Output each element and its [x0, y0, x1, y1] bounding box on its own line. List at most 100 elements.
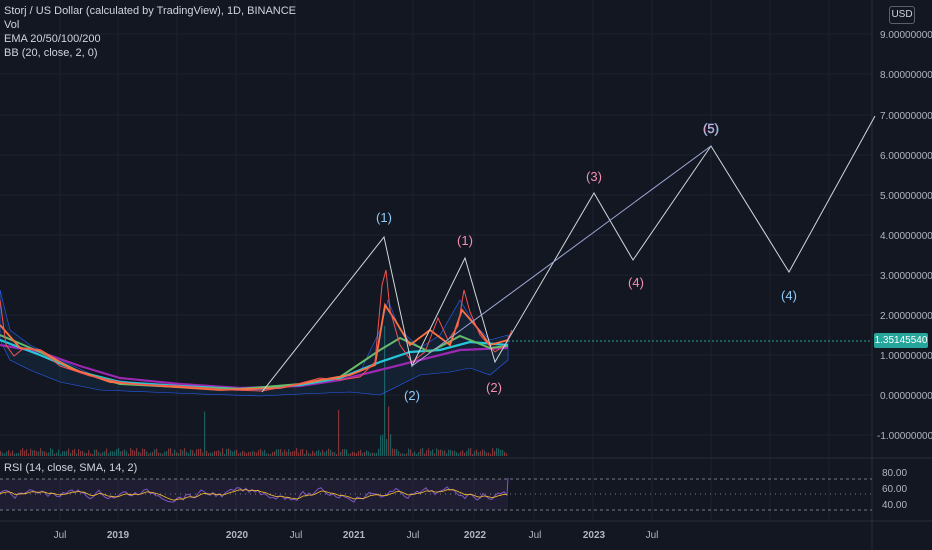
volume-bar — [186, 451, 188, 456]
time-axis-label: 2022 — [464, 530, 487, 541]
volume-bar — [28, 453, 30, 456]
wave-label-1-blue[interactable]: (1) — [376, 210, 392, 225]
volume-bar — [172, 453, 174, 456]
current-price-tag: 1.35145540 — [874, 333, 928, 348]
volume-bar — [158, 452, 160, 456]
volume-bar — [94, 449, 96, 456]
volume-bar — [410, 449, 412, 456]
volume-bar — [52, 449, 54, 456]
volume-bar — [350, 453, 352, 456]
volume-bar — [34, 450, 36, 456]
volume-bar — [90, 453, 92, 456]
wave-label-5[interactable]: (5) — [703, 121, 719, 136]
volume-bar — [490, 453, 492, 456]
volume-bar — [26, 449, 28, 456]
time-axis-label: 2019 — [107, 530, 130, 541]
volume-bar — [132, 449, 134, 456]
volume-bar — [144, 449, 146, 456]
volume-bar — [430, 450, 432, 456]
volume-bar — [368, 451, 370, 456]
volume-bar — [256, 452, 258, 456]
price-axis-label: 6.00000000 — [880, 151, 932, 162]
volume-bar — [72, 450, 74, 456]
volume-bar — [106, 448, 108, 456]
volume-bar — [182, 450, 184, 456]
volume-bar — [212, 452, 214, 456]
ema-indicator-label[interactable]: EMA 20/50/100/200 — [4, 33, 101, 45]
volume-bar — [372, 452, 374, 456]
volume-bar — [322, 449, 324, 456]
volume-bar — [492, 448, 494, 456]
volume-bar — [2, 452, 4, 456]
chart-legend: Storj / US Dollar (calculated by Trading… — [4, 4, 296, 60]
rsi-indicator-label[interactable]: RSI (14, close, SMA, 14, 2) — [4, 462, 138, 474]
volume-bar — [68, 448, 70, 456]
volume-bar — [200, 448, 202, 456]
volume-bar — [334, 452, 336, 456]
volume-bar — [226, 448, 228, 456]
volume-bar — [224, 453, 226, 456]
volume-bar — [390, 434, 392, 456]
time-axis-label: 2020 — [226, 530, 249, 541]
time-axis-label: Jul — [407, 530, 420, 541]
volume-bar — [36, 451, 38, 456]
volume-bar — [112, 451, 114, 456]
volume-bar — [162, 453, 164, 456]
volume-bar — [236, 449, 238, 456]
volume-bar — [496, 448, 498, 456]
volume-bar — [304, 453, 306, 456]
volume-bar — [74, 449, 76, 456]
wave-label-4-blue[interactable]: (4) — [781, 288, 797, 303]
volume-bar — [258, 450, 260, 456]
price-axis-label: 2.00000000 — [880, 311, 932, 322]
volume-bar — [18, 452, 20, 456]
volume-bar — [96, 449, 98, 456]
volume-bar — [388, 406, 390, 456]
volume-bar — [220, 452, 222, 456]
volume-bar — [438, 449, 440, 456]
time-axis[interactable]: Jul 2019 2020 Jul 2021 Jul 2022 Jul 2023… — [54, 530, 659, 541]
volume-bar — [426, 450, 428, 456]
volume-bar — [412, 453, 414, 456]
elliott-wave-drawing[interactable] — [261, 115, 876, 393]
volume-bar — [462, 450, 464, 456]
volume-bar — [302, 448, 304, 456]
volume-bar — [482, 449, 484, 456]
currency-button[interactable]: USD — [889, 6, 915, 24]
volume-bar — [270, 453, 272, 456]
price-axis-label: 9.00000000 — [880, 30, 932, 41]
volume-bar — [42, 451, 44, 456]
volume-bar — [272, 452, 274, 456]
price-axis[interactable]: 9.00000000 8.00000000 7.00000000 6.00000… — [877, 30, 932, 442]
volume-bar — [166, 451, 168, 456]
volume-bar — [58, 449, 60, 456]
volume-bar — [108, 453, 110, 456]
wave-label-1-pink[interactable]: (1) — [457, 233, 473, 248]
volume-bar — [14, 453, 16, 456]
volume-bar — [124, 449, 126, 456]
rsi-axis[interactable]: 80.00 60.00 40.00 — [882, 468, 907, 511]
volume-bar — [358, 451, 360, 456]
wave-label-3[interactable]: (3) — [586, 169, 602, 184]
volume-bar — [278, 449, 280, 456]
volume-bar — [114, 451, 116, 456]
wave-label-4-pink[interactable]: (4) — [628, 275, 644, 290]
volume-bar — [208, 453, 210, 456]
volume-bar — [356, 453, 358, 456]
volume-bar — [420, 448, 422, 456]
volume-indicator-label[interactable]: Vol — [4, 19, 20, 31]
volume-bar — [22, 448, 24, 456]
wave-label-2-pink[interactable]: (2) — [486, 380, 502, 395]
volume-bar — [188, 453, 190, 456]
time-axis-label: Jul — [290, 530, 303, 541]
volume-bar — [62, 451, 64, 456]
volume-histogram — [0, 326, 508, 456]
symbol-title[interactable]: Storj / US Dollar (calculated by Trading… — [4, 5, 297, 17]
volume-bar — [440, 449, 442, 456]
wave-label-2-blue[interactable]: (2) — [404, 388, 420, 403]
volume-bar — [246, 453, 248, 456]
volume-bar — [282, 452, 284, 456]
bb-indicator-label[interactable]: BB (20, close, 2, 0) — [4, 47, 98, 59]
volume-bar — [318, 449, 320, 456]
